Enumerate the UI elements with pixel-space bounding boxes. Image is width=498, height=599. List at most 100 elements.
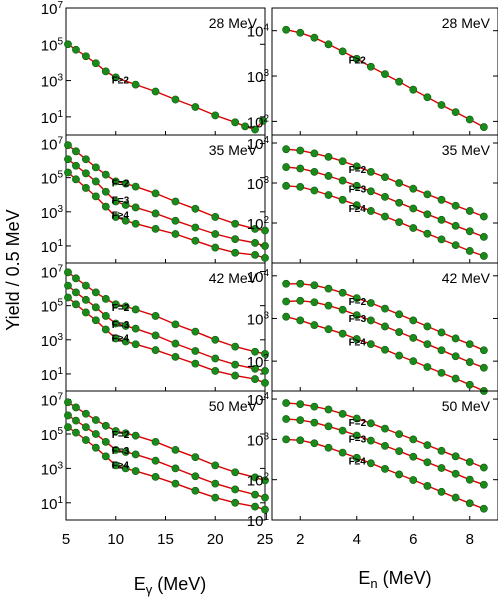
data-point <box>72 288 80 297</box>
panel-title: 42 MeV <box>209 270 258 286</box>
y-tick-label: 105 <box>41 426 64 444</box>
data-point <box>352 54 361 63</box>
data-point <box>310 402 319 411</box>
data-point <box>231 118 240 127</box>
data-point <box>151 312 160 320</box>
y-tick-label: 103 <box>41 460 64 478</box>
data-point <box>381 424 389 433</box>
data-point <box>282 25 291 34</box>
data-point <box>231 235 240 244</box>
data-point <box>91 303 100 312</box>
data-point <box>352 311 361 319</box>
data-point <box>82 52 90 61</box>
data-point <box>171 464 180 473</box>
data-point <box>465 358 474 366</box>
x-axis-title-gamma-main: E <box>134 574 146 594</box>
series-label: F≥4 <box>112 211 130 222</box>
data-point <box>437 487 446 496</box>
data-point <box>64 141 72 150</box>
panel-title: 50 MeV <box>209 398 258 414</box>
data-point <box>352 162 361 171</box>
data-point <box>465 247 474 255</box>
data-point <box>131 324 140 333</box>
x-axis-title-neutron-main: E <box>358 568 370 588</box>
data-point <box>324 325 333 334</box>
data-point <box>101 294 110 303</box>
series-label: F=2 <box>112 303 130 314</box>
data-point <box>211 335 220 344</box>
data-point <box>409 184 418 193</box>
data-point <box>121 464 130 473</box>
data-point <box>101 202 110 211</box>
y-tick-label: 103 <box>41 332 64 350</box>
data-point <box>282 415 291 423</box>
series-label: F=3 <box>112 446 130 457</box>
x-tick-label: 5 <box>62 531 70 548</box>
data-point <box>310 321 319 329</box>
data-point <box>465 380 474 389</box>
axis-titles: Yield / 0.5 MeV Eγ (MeV) En (MeV) <box>3 209 432 597</box>
data-point <box>171 479 180 488</box>
data-point <box>261 349 269 358</box>
y-tick-label: 103 <box>41 73 64 91</box>
data-point <box>191 103 200 111</box>
data-point <box>479 123 488 131</box>
data-point <box>282 279 291 288</box>
data-point <box>451 374 460 383</box>
data-point <box>479 232 488 241</box>
y-tick-label: 104 <box>247 135 270 153</box>
data-point <box>64 398 72 407</box>
data-point <box>82 184 90 192</box>
data-point <box>465 207 474 215</box>
data-point <box>64 293 72 302</box>
data-point <box>111 427 120 435</box>
data-point <box>131 203 140 212</box>
data-point <box>296 400 305 408</box>
panel-title: 28 MeV <box>209 15 258 31</box>
data-point <box>72 175 80 184</box>
data-point <box>423 458 432 467</box>
data-point <box>338 288 347 297</box>
data-point <box>211 493 220 502</box>
data-point <box>310 33 319 42</box>
data-point <box>352 414 361 423</box>
data-point <box>324 152 333 161</box>
x-tick-label: 25 <box>257 531 274 548</box>
y-tick-label: 104 <box>247 23 270 41</box>
data-point <box>131 219 140 228</box>
x-tick-label: 6 <box>409 531 417 548</box>
data-point <box>82 308 90 317</box>
data-point <box>64 168 72 177</box>
series-label: F≥4 <box>112 334 130 345</box>
x-axis-title-gamma-sub: γ <box>146 582 153 597</box>
data-point <box>261 242 269 250</box>
series-label: F=2 <box>112 179 130 190</box>
data-point <box>352 294 361 303</box>
data-point <box>121 429 130 438</box>
x-axis-title-neutron-sub: n <box>370 576 377 591</box>
data-point <box>82 295 90 304</box>
data-point <box>251 125 259 134</box>
data-point <box>437 368 446 377</box>
series-label: F≥4 <box>349 338 367 349</box>
data-point <box>310 439 319 448</box>
data-point <box>465 115 474 124</box>
data-point <box>310 298 319 307</box>
y-tick-label: 101 <box>41 238 64 256</box>
data-point <box>338 448 347 457</box>
data-point <box>324 405 333 414</box>
data-point <box>191 486 200 495</box>
data-point <box>409 85 418 94</box>
data-point <box>451 452 460 461</box>
data-point <box>251 250 259 259</box>
series-label: F≥4 <box>349 204 367 215</box>
y-tick-label: 101 <box>41 109 64 127</box>
data-point <box>111 445 120 454</box>
data-point <box>451 334 460 343</box>
data-point <box>381 192 389 201</box>
data-point <box>324 172 333 180</box>
x-axis-title-neutron-unit: (MeV) <box>378 568 432 588</box>
data-point <box>381 212 389 221</box>
y-tick-label: 101 <box>247 512 270 530</box>
x-tick-label: 2 <box>296 531 304 548</box>
